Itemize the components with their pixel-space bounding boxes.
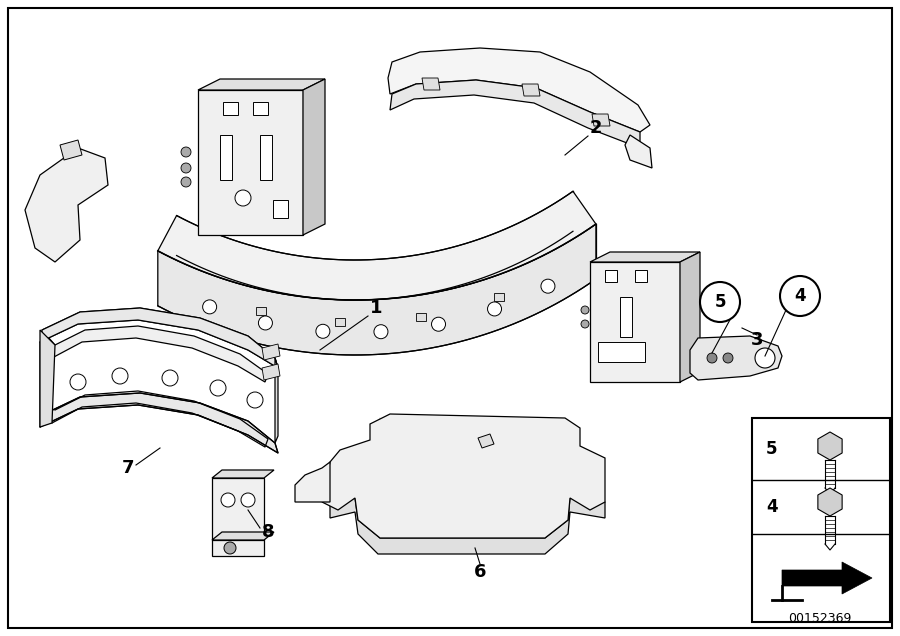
Circle shape [181, 147, 191, 157]
Circle shape [112, 368, 128, 384]
Polygon shape [336, 318, 346, 326]
Bar [752, 418, 890, 622]
Circle shape [700, 282, 740, 322]
Polygon shape [590, 262, 680, 382]
Polygon shape [522, 84, 540, 96]
Polygon shape [388, 48, 650, 132]
Circle shape [581, 306, 589, 314]
Circle shape [162, 370, 178, 386]
Polygon shape [598, 342, 645, 362]
Circle shape [221, 493, 235, 507]
Polygon shape [635, 270, 647, 282]
Polygon shape [478, 434, 494, 448]
Polygon shape [590, 252, 700, 262]
Polygon shape [275, 358, 278, 443]
Circle shape [210, 380, 226, 396]
Circle shape [488, 302, 501, 316]
Circle shape [780, 276, 820, 316]
Polygon shape [390, 80, 640, 148]
Polygon shape [212, 540, 264, 556]
Circle shape [723, 353, 733, 363]
Polygon shape [253, 102, 268, 115]
Text: 7: 7 [122, 459, 134, 477]
Circle shape [181, 177, 191, 187]
Polygon shape [620, 297, 632, 337]
Polygon shape [158, 224, 596, 355]
Polygon shape [212, 478, 264, 540]
Polygon shape [262, 364, 280, 380]
Polygon shape [198, 79, 325, 90]
Circle shape [202, 300, 217, 314]
Circle shape [707, 353, 717, 363]
Polygon shape [690, 336, 782, 380]
Circle shape [70, 374, 86, 390]
Polygon shape [303, 79, 325, 235]
Polygon shape [223, 102, 238, 115]
Circle shape [541, 279, 555, 293]
Text: 3: 3 [751, 331, 763, 349]
Polygon shape [605, 270, 617, 282]
Circle shape [258, 316, 273, 330]
Polygon shape [295, 462, 330, 502]
Polygon shape [158, 191, 596, 300]
Polygon shape [260, 135, 272, 180]
Text: 1: 1 [370, 299, 382, 317]
Polygon shape [625, 135, 652, 168]
Text: 5: 5 [766, 440, 778, 458]
Text: 2: 2 [590, 119, 602, 137]
Polygon shape [198, 90, 303, 235]
Circle shape [755, 348, 775, 368]
Text: 6: 6 [473, 563, 486, 581]
Polygon shape [212, 532, 274, 540]
Polygon shape [416, 313, 426, 321]
Text: 4: 4 [766, 498, 778, 516]
Polygon shape [680, 252, 700, 382]
Polygon shape [40, 308, 278, 382]
Polygon shape [422, 78, 440, 90]
Polygon shape [330, 498, 605, 554]
Circle shape [181, 163, 191, 173]
Polygon shape [40, 308, 278, 453]
Text: 5: 5 [715, 293, 725, 311]
Polygon shape [262, 344, 280, 360]
Circle shape [247, 392, 263, 408]
Circle shape [224, 542, 236, 554]
Text: 8: 8 [262, 523, 274, 541]
Polygon shape [40, 330, 55, 427]
Text: 00152369: 00152369 [788, 611, 851, 625]
Circle shape [374, 325, 388, 339]
Polygon shape [322, 414, 605, 538]
Circle shape [581, 320, 589, 328]
Circle shape [431, 317, 446, 331]
Polygon shape [212, 470, 274, 478]
Text: 4: 4 [794, 287, 806, 305]
Polygon shape [25, 148, 108, 262]
Polygon shape [60, 140, 82, 160]
Polygon shape [273, 200, 288, 218]
Polygon shape [782, 562, 872, 594]
Circle shape [241, 493, 255, 507]
Polygon shape [256, 307, 266, 315]
Polygon shape [220, 135, 232, 180]
Circle shape [235, 190, 251, 206]
Circle shape [316, 324, 330, 338]
Polygon shape [592, 114, 610, 126]
Polygon shape [493, 293, 504, 301]
